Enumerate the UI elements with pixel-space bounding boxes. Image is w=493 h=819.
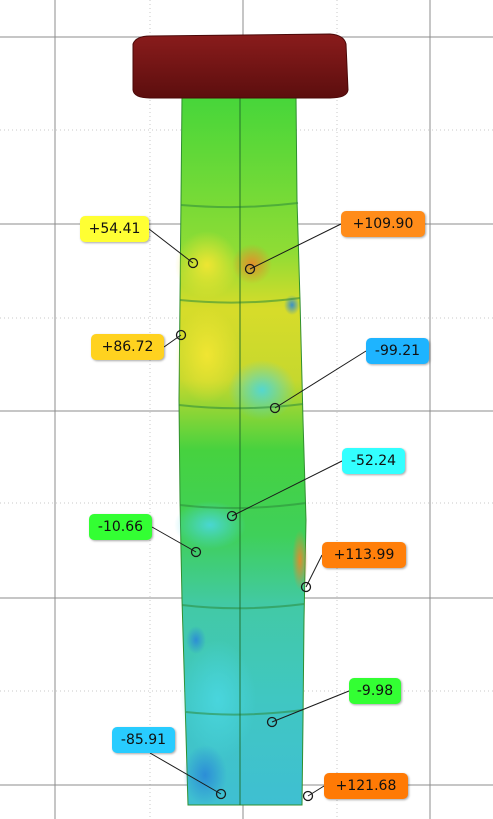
deviation-label[interactable]: +121.68: [324, 773, 408, 799]
leader-line: [274, 350, 367, 409]
deviation-label[interactable]: +54.41: [80, 216, 149, 242]
measurement-point-marker[interactable]: [302, 790, 314, 802]
deviation-label[interactable]: -10.66: [89, 514, 152, 540]
deviation-label[interactable]: -52.24: [342, 448, 405, 474]
deviation-label[interactable]: -9.98: [349, 678, 401, 704]
measurement-point-marker[interactable]: [300, 581, 312, 593]
leader-line: [231, 460, 343, 517]
leader-line: [151, 526, 197, 553]
leader-line: [249, 223, 342, 270]
leader-line: [149, 752, 222, 795]
measurement-point-marker[interactable]: [244, 263, 256, 275]
leader-line: [148, 228, 194, 264]
measurement-point-marker[interactable]: [215, 788, 227, 800]
leader-line: [305, 554, 323, 588]
deviation-label[interactable]: -85.91: [112, 727, 175, 753]
measurement-point-marker[interactable]: [226, 510, 238, 522]
measurement-point-marker[interactable]: [266, 716, 278, 728]
measurement-point-marker[interactable]: [175, 329, 187, 341]
deviation-label[interactable]: -99.21: [366, 338, 429, 364]
deviation-label[interactable]: +109.90: [341, 211, 425, 237]
deviation-label[interactable]: +113.99: [322, 542, 406, 568]
scanned-column: [174, 95, 308, 806]
column-cap: [132, 33, 349, 99]
leader-line: [271, 690, 350, 723]
annotation-leaders: [148, 223, 367, 802]
measurement-point-marker[interactable]: [190, 546, 202, 558]
leader-line: [307, 785, 325, 797]
measurement-point-marker[interactable]: [269, 402, 281, 414]
deviation-label[interactable]: +86.72: [91, 334, 164, 360]
leader-line: [163, 334, 182, 348]
measurement-point-marker[interactable]: [187, 257, 199, 269]
